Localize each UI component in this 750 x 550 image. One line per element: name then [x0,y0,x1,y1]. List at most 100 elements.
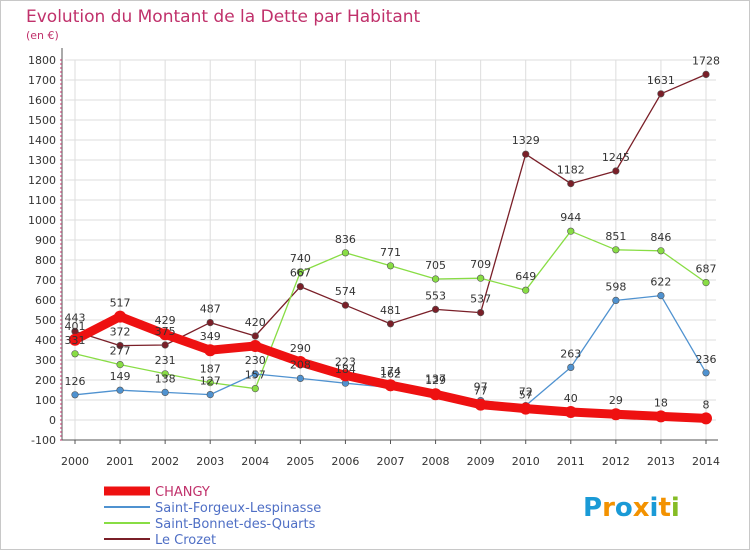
data-label: 208 [290,358,311,371]
x-tick-label: 2005 [286,455,314,468]
data-label: 667 [290,267,311,280]
data-label: 72 [519,386,533,399]
legend-label: Saint-Forgeux-Lespinasse [155,501,321,516]
legend-label: Saint-Bonnet-des-Quarts [155,517,316,532]
data-point [116,386,124,394]
data-point [386,262,395,270]
x-tick-label: 2006 [331,455,359,468]
proxiti-logo: Proxiti [583,493,680,523]
data-label: 174 [380,365,401,378]
data-point [657,292,665,300]
data-point [612,167,620,175]
data-label: 1329 [512,134,540,147]
logo-letter: i [671,493,680,523]
y-tick-label: -100 [31,434,56,447]
data-point [567,227,575,235]
x-tick-label: 2009 [467,455,495,468]
data-point [431,275,440,283]
x-axis-tick-labels: 2000 2001 2002 2003 2004 2005 2006 2007 2008 2009… [61,455,720,468]
data-point [206,379,214,387]
x-tick-label: 2002 [151,455,179,468]
data-label: 331 [65,334,86,347]
y-tick-label: 400 [35,334,56,347]
data-point [522,150,530,158]
data-point [657,247,665,255]
x-tick-label: 2013 [647,455,675,468]
data-label: 443 [65,311,86,324]
y-tick-label: 300 [35,354,56,367]
data-label: 29 [609,394,623,407]
data-point [206,391,214,399]
data-point [161,388,169,397]
x-tick-label: 2010 [512,455,540,468]
y-tick-label: 1400 [28,134,56,147]
data-label: 851 [605,230,626,243]
data-point [567,180,575,188]
logo-letter: i [650,493,659,523]
logo-letter: t [658,493,670,523]
data-point [251,385,259,393]
data-point [609,408,622,421]
y-tick-label: 200 [35,374,56,387]
data-label: 126 [65,375,86,388]
plot-area [69,70,712,425]
x-tick-label: 2007 [377,455,405,468]
data-label: 223 [335,355,356,368]
data-point [341,249,350,257]
data-point [296,283,304,291]
x-tick-label: 2014 [692,455,720,468]
y-tick-label: 0 [49,414,56,427]
y-tick-label: 1200 [28,174,56,187]
data-label: 230 [245,354,266,367]
data-label: 8 [703,398,710,411]
data-label: 771 [380,246,401,259]
data-label: 187 [200,363,221,376]
data-point [204,344,217,357]
y-tick-label: 1600 [28,94,56,107]
data-point [522,286,530,294]
data-label: 517 [110,297,131,310]
data-point [702,70,710,78]
data-point [567,363,575,372]
data-label: 1245 [602,151,630,164]
x-tick-label: 2000 [61,455,89,468]
x-tick-label: 2001 [106,455,134,468]
y-tick-label: 900 [35,234,56,247]
data-label: 372 [110,326,131,339]
x-tick-label: 2011 [557,455,585,468]
data-label: 429 [155,314,176,327]
legend-label: Le Crozet [155,533,216,548]
data-label: 1728 [692,54,720,67]
data-point [386,320,395,328]
data-point [161,370,169,378]
logo-letter: r [602,493,615,523]
y-axis-tick-labels: -100 0 100 200 300 400 500 600 700 800 900 1000 1100… [28,54,56,447]
data-label: 649 [515,270,536,283]
y-tick-label: 500 [35,314,56,327]
data-point [429,388,442,401]
data-label: 184 [335,363,356,376]
data-label: 149 [110,370,131,383]
data-label: 705 [425,259,446,272]
data-label: 97 [474,381,488,394]
data-label: 1631 [647,74,675,87]
data-label: 138 [155,372,176,385]
data-label: 709 [470,258,491,271]
data-label: 375 [155,325,176,338]
data-point [564,406,577,418]
data-label: 137 [425,373,446,386]
logo-letter: o [615,493,633,523]
data-label: 157 [245,369,266,382]
data-point [251,370,259,378]
data-label: 846 [650,231,671,244]
data-label: 40 [564,392,578,405]
data-label: 687 [696,263,717,276]
data-label: 231 [155,354,176,367]
y-tick-label: 1300 [28,154,56,167]
data-label: 401 [65,320,86,333]
y-tick-label: 1500 [28,114,56,127]
data-label: 162 [380,368,401,381]
data-label: 57 [519,389,533,402]
